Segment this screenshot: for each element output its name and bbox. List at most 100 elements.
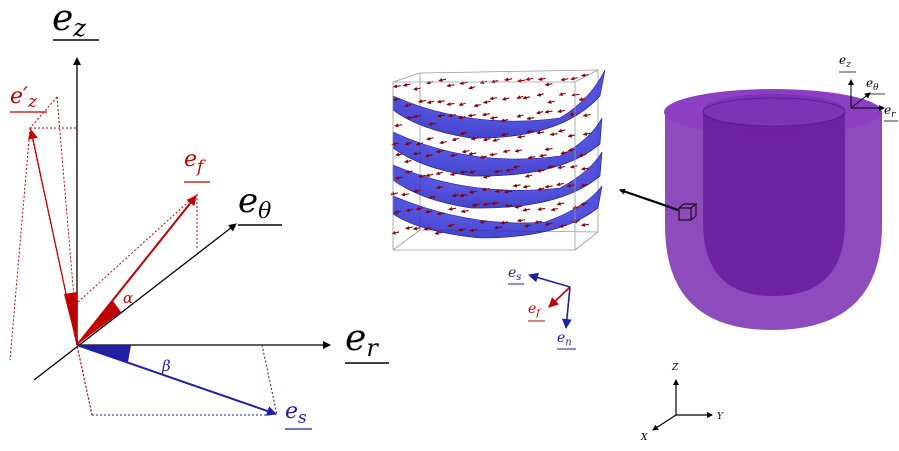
global-z-label: Z: [671, 363, 679, 373]
fiber-arrow: [438, 78, 447, 82]
fiber-arrow: [504, 77, 513, 82]
fiber-arrow: [517, 134, 526, 139]
ventricle-inner-opening-shade: [702, 97, 846, 127]
fiber-arrow: [512, 183, 521, 188]
fiber-arrow: [516, 113, 524, 118]
fiber-arrow: [537, 187, 545, 191]
fiber-arrow: [526, 129, 535, 134]
fiber-arrow: [436, 99, 445, 104]
vent-etheta-arrow: [850, 92, 871, 109]
fiber-arrow: [580, 183, 588, 188]
fiber-arrow: [404, 141, 413, 146]
fiber-arrow: [418, 174, 426, 178]
fiber-arrow: [526, 116, 535, 121]
fiber-arrow: [482, 174, 491, 179]
fiber-arrow: [425, 173, 434, 178]
fiber-arrow: [522, 207, 531, 212]
fiber-arrow: [413, 86, 421, 91]
ez-prime-label: e′z: [10, 84, 38, 112]
fiber-arrow: [390, 191, 399, 196]
fiber-arrow: [550, 207, 558, 212]
fiber-arrow: [412, 226, 421, 231]
fiber-arrow: [538, 77, 546, 81]
fiber-arrow: [556, 201, 565, 206]
etheta-axis: [33, 223, 237, 381]
fiber-arrow: [502, 96, 510, 101]
fiber-arrow: [570, 164, 578, 169]
fiber-arrow: [415, 206, 423, 211]
fiber-arrow: [450, 172, 458, 177]
fiber-arrow: [491, 201, 499, 206]
blue-projection-lines: [92, 344, 278, 416]
fiber-arrow: [434, 231, 443, 235]
fiber-arrow: [436, 211, 445, 216]
fiber-arrow: [500, 220, 509, 225]
global-axes: Z Y X: [640, 363, 724, 443]
fiber-arrow: [395, 152, 404, 157]
fiber-arrow: [482, 202, 491, 207]
fiber-arrow: [559, 223, 567, 228]
fiber-arrow: [537, 207, 546, 212]
fiber-arrow: [569, 112, 577, 117]
fiber-arrow: [479, 219, 487, 224]
es-vector: [76, 344, 277, 416]
fiber-arrow: [458, 115, 466, 120]
fiber-arrow: [549, 132, 558, 137]
fiber-arrow: [522, 95, 531, 100]
fiber-arrow: [483, 137, 491, 142]
fiber-arrow: [494, 225, 503, 230]
fiber-arrow: [439, 140, 447, 145]
fiber-arrow: [567, 147, 576, 152]
fiber-arrow: [504, 189, 513, 194]
fiber-arrow: [426, 136, 434, 141]
fiber-arrow: [468, 151, 477, 156]
fiber-arrow: [393, 210, 401, 214]
cube-sheets: [392, 69, 606, 239]
fiber-arrow: [556, 182, 564, 187]
fiber-arrow: [578, 153, 587, 158]
fiber-arrow: [468, 169, 477, 174]
fiber-arrow: [468, 85, 476, 90]
fiber-arrow: [483, 100, 491, 104]
fiber-arrow: [446, 83, 455, 88]
zoom-arrow: [619, 188, 679, 212]
fiber-arrow: [527, 155, 536, 160]
fiber-arrow: [544, 147, 553, 152]
fiber-arrow: [423, 226, 432, 231]
fiber-arrow: [512, 164, 521, 169]
global-x-label: X: [640, 433, 648, 443]
fiber-arrow: [514, 204, 523, 209]
fiber-arrow: [492, 138, 500, 142]
fiber-arrow: [544, 82, 553, 87]
ventricle: ez eθ er: [619, 53, 898, 330]
fiber-arrow: [428, 121, 437, 126]
fiber-arrow: [460, 209, 469, 214]
ventricle-inner-opening: [703, 94, 845, 126]
fiber-arrow: [459, 170, 468, 175]
fiber-arrow: [401, 192, 410, 197]
ez-prime-angle-wedge: [64, 292, 77, 345]
fiber-arrow: [572, 219, 580, 224]
fiber-arrow: [405, 225, 413, 230]
fiber-arrow: [489, 152, 498, 157]
fiber-arrow: [517, 78, 526, 83]
fiber-arrow: [504, 203, 513, 208]
fiber-arrow: [571, 92, 580, 97]
fiber-cube: es ef en: [390, 69, 606, 350]
etheta-label: eθ: [238, 181, 271, 224]
cube-es-label: es: [508, 265, 521, 283]
fiber-arrow: [403, 82, 411, 87]
beta-label: β: [161, 357, 171, 375]
fiber-arrow: [394, 123, 403, 128]
fiber-arrow: [424, 209, 433, 214]
ez-label: ez: [52, 0, 86, 42]
fiber-arrow: [525, 77, 534, 82]
alpha-angle-wedge: [77, 301, 121, 345]
ef-vector: [76, 195, 197, 346]
left-frame: ez er eθ e′z ef es α β: [9, 0, 389, 430]
fiber-arrow: [502, 149, 511, 154]
fiber-arrow: [459, 81, 468, 86]
fiber-arrow: [428, 195, 436, 200]
fiber-arrow: [437, 113, 446, 118]
fiber-arrow: [479, 155, 487, 159]
